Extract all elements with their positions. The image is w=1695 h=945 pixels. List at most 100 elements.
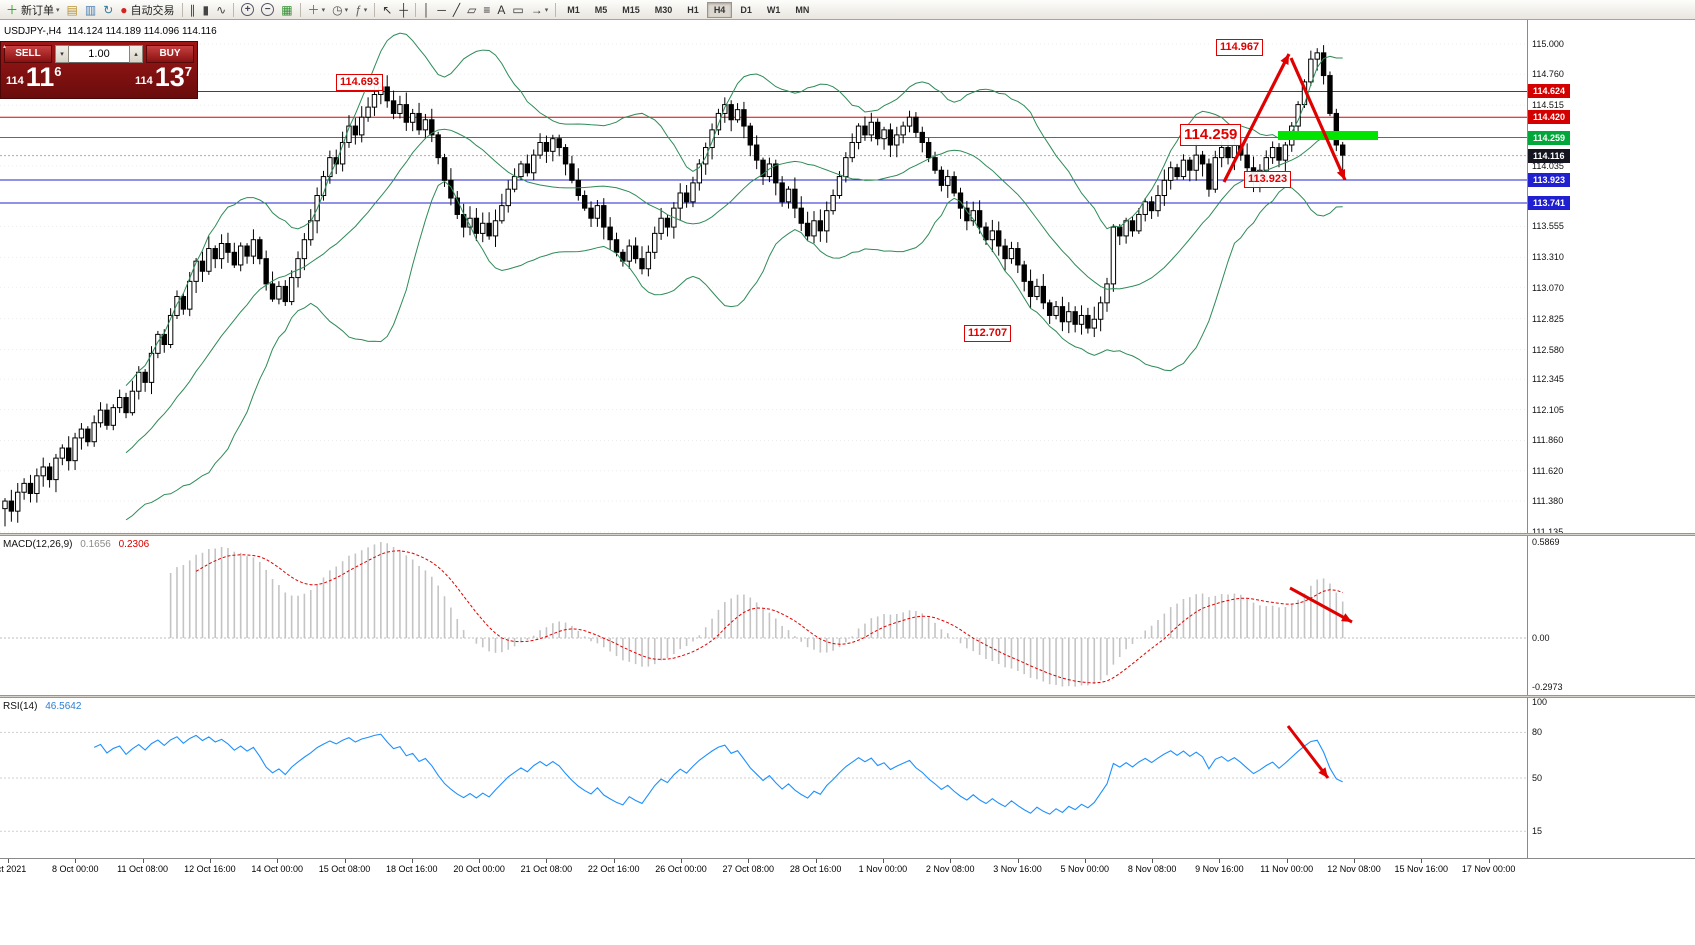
indicators-menu-button[interactable]: ƒ ▾ [352, 1, 370, 18]
arrows-menu-button[interactable]: → ▾ [528, 1, 552, 18]
timeframe-button-m5[interactable]: M5 [594, 4, 608, 15]
candle [843, 157, 849, 178]
trendline-icon[interactable]: ╱ [450, 1, 463, 18]
macd-chart[interactable] [0, 536, 1527, 695]
candle [1199, 154, 1206, 165]
arrows-menu-button: → [530, 2, 543, 17]
candle [333, 157, 339, 165]
chart-window-icon[interactable]: ▤ [64, 1, 81, 18]
buy-button[interactable]: BUY [146, 45, 194, 63]
new-chart-button: ＋ [307, 2, 320, 17]
candle [257, 239, 263, 260]
candle [511, 176, 518, 190]
period-menu-button[interactable]: ◷ ▾ [329, 1, 351, 18]
candlestick-chart[interactable] [0, 20, 1527, 533]
vertical-line-icon[interactable]: │ [420, 1, 434, 18]
rsi-label: RSI(14) 46.5642 [3, 701, 82, 712]
candle [167, 314, 174, 345]
timeframe-button-mn[interactable]: MN [795, 4, 810, 15]
text-icon[interactable]: A [494, 1, 508, 18]
vertical-line-icon: │ [422, 2, 431, 17]
candle [104, 409, 110, 426]
candle [46, 466, 53, 481]
candle [397, 104, 403, 114]
price-axis[interactable]: 115.000 114.760 114.515 114.035 113.555 113.3… [1527, 20, 1695, 537]
macd-panel[interactable]: MACD(12,26,9) 0.1656 0.2306 0.5869 0.00 -0… [0, 536, 1695, 695]
panel-divider[interactable] [0, 533, 1695, 536]
price-chart-panel[interactable]: 114.693 114.967 114.259 113.923 112.707 USDJ… [0, 20, 1695, 537]
rsi-tick-label: 80 [1532, 727, 1543, 738]
time-tick [1488, 859, 1490, 863]
fibonacci-icon[interactable]: ≡ [480, 1, 493, 18]
timeframe-button-m30[interactable]: M30 [654, 4, 673, 15]
candle [27, 482, 34, 494]
candle [894, 134, 900, 146]
timeframe-button-m15[interactable]: M15 [622, 4, 640, 15]
market-watch-icon[interactable]: ▥ [82, 1, 99, 18]
candle [403, 104, 410, 123]
candle [1078, 314, 1085, 325]
horizontal-line-icon[interactable]: ─ [434, 1, 449, 18]
price-tick-label: 111.380 [1532, 496, 1564, 507]
line-chart-icon[interactable]: ∿ [213, 1, 229, 18]
bar-chart-icon[interactable]: ∥ [187, 1, 199, 18]
refresh-icon[interactable]: ↻ [100, 1, 116, 18]
timeframe-button-d1[interactable]: D1 [740, 4, 752, 15]
candle [785, 188, 792, 203]
candle [155, 333, 161, 354]
candle [1053, 306, 1059, 316]
price-tick-label: 114.515 [1532, 100, 1564, 111]
auto-trading-button[interactable]: ● 自动交易 [117, 1, 177, 18]
timeframe-button-w1[interactable]: W1 [766, 4, 781, 15]
cursor-icon[interactable]: ↖ [379, 1, 395, 18]
candle [409, 112, 416, 123]
candle [709, 129, 715, 149]
volume-input[interactable] [69, 45, 129, 63]
zoom-out-icon[interactable]: − [258, 1, 277, 18]
time-label: 20 Oct 00:00 [453, 864, 505, 874]
rsi-tick-label: 100 [1532, 697, 1548, 707]
new-order-button[interactable]: ＋新订单 ▾ [3, 1, 63, 18]
equidistant-channel-icon[interactable]: ▱ [464, 1, 479, 18]
timeframe-button-h4[interactable]: H4 [706, 1, 733, 18]
trendline-icon: ╱ [452, 2, 461, 17]
time-tick [344, 859, 346, 863]
volume-increase-button[interactable]: ▴ [129, 45, 143, 63]
candle [562, 147, 569, 165]
time-tick [546, 859, 548, 863]
time-label: 28 Oct 16:00 [789, 864, 842, 874]
ask-price: 114 13 7 [134, 62, 192, 92]
rsi-panel[interactable]: RSI(14) 46.5642 100 80 50 15 [0, 697, 1695, 858]
candle [989, 230, 996, 241]
rsi-chart[interactable] [0, 698, 1527, 858]
candle [976, 210, 983, 228]
zoom-in-icon[interactable]: + [238, 1, 257, 18]
crosshair-icon[interactable]: ┼ [396, 1, 411, 18]
candle [15, 491, 21, 512]
timeframe-button-h1[interactable]: H1 [687, 4, 699, 15]
cursor-icon: ↖ [382, 2, 393, 17]
sell-button[interactable]: SELL [4, 45, 52, 63]
auto-trading-button-label: 自动交易 [130, 4, 175, 17]
time-label: 18 Oct 16:00 [386, 864, 438, 874]
rsi-axis[interactable]: 100 80 50 15 [1527, 697, 1695, 858]
timeframe-button-m1[interactable]: M1 [567, 4, 580, 15]
candlestick-chart-icon[interactable]: ▮ [200, 1, 213, 18]
bollinger-lower [125, 180, 1343, 521]
text-label-icon[interactable]: ▭ [509, 1, 526, 18]
panel-divider[interactable] [0, 695, 1695, 698]
macd-axis[interactable]: 0.5869 0.00 -0.2973 [1527, 536, 1695, 695]
candle [1225, 147, 1231, 159]
candle [1187, 159, 1193, 171]
zoom-out-icon: − [261, 3, 275, 16]
time-axis[interactable]: Oct 2021 8 Oct 00:00 11 Oct 08:00 12 Oct 16… [0, 858, 1695, 880]
tile-windows-icon[interactable]: ▦ [278, 1, 295, 18]
candle [900, 125, 906, 136]
candle [811, 220, 817, 237]
collapse-panel-icon[interactable]: ▴ [3, 44, 7, 50]
new-chart-button[interactable]: ＋ ▾ [305, 1, 329, 18]
time-tick [1084, 859, 1086, 863]
macd-signal-line [195, 550, 1343, 684]
trend-arrow-head [1280, 54, 1289, 65]
volume-decrease-button[interactable]: ▾ [55, 45, 69, 63]
